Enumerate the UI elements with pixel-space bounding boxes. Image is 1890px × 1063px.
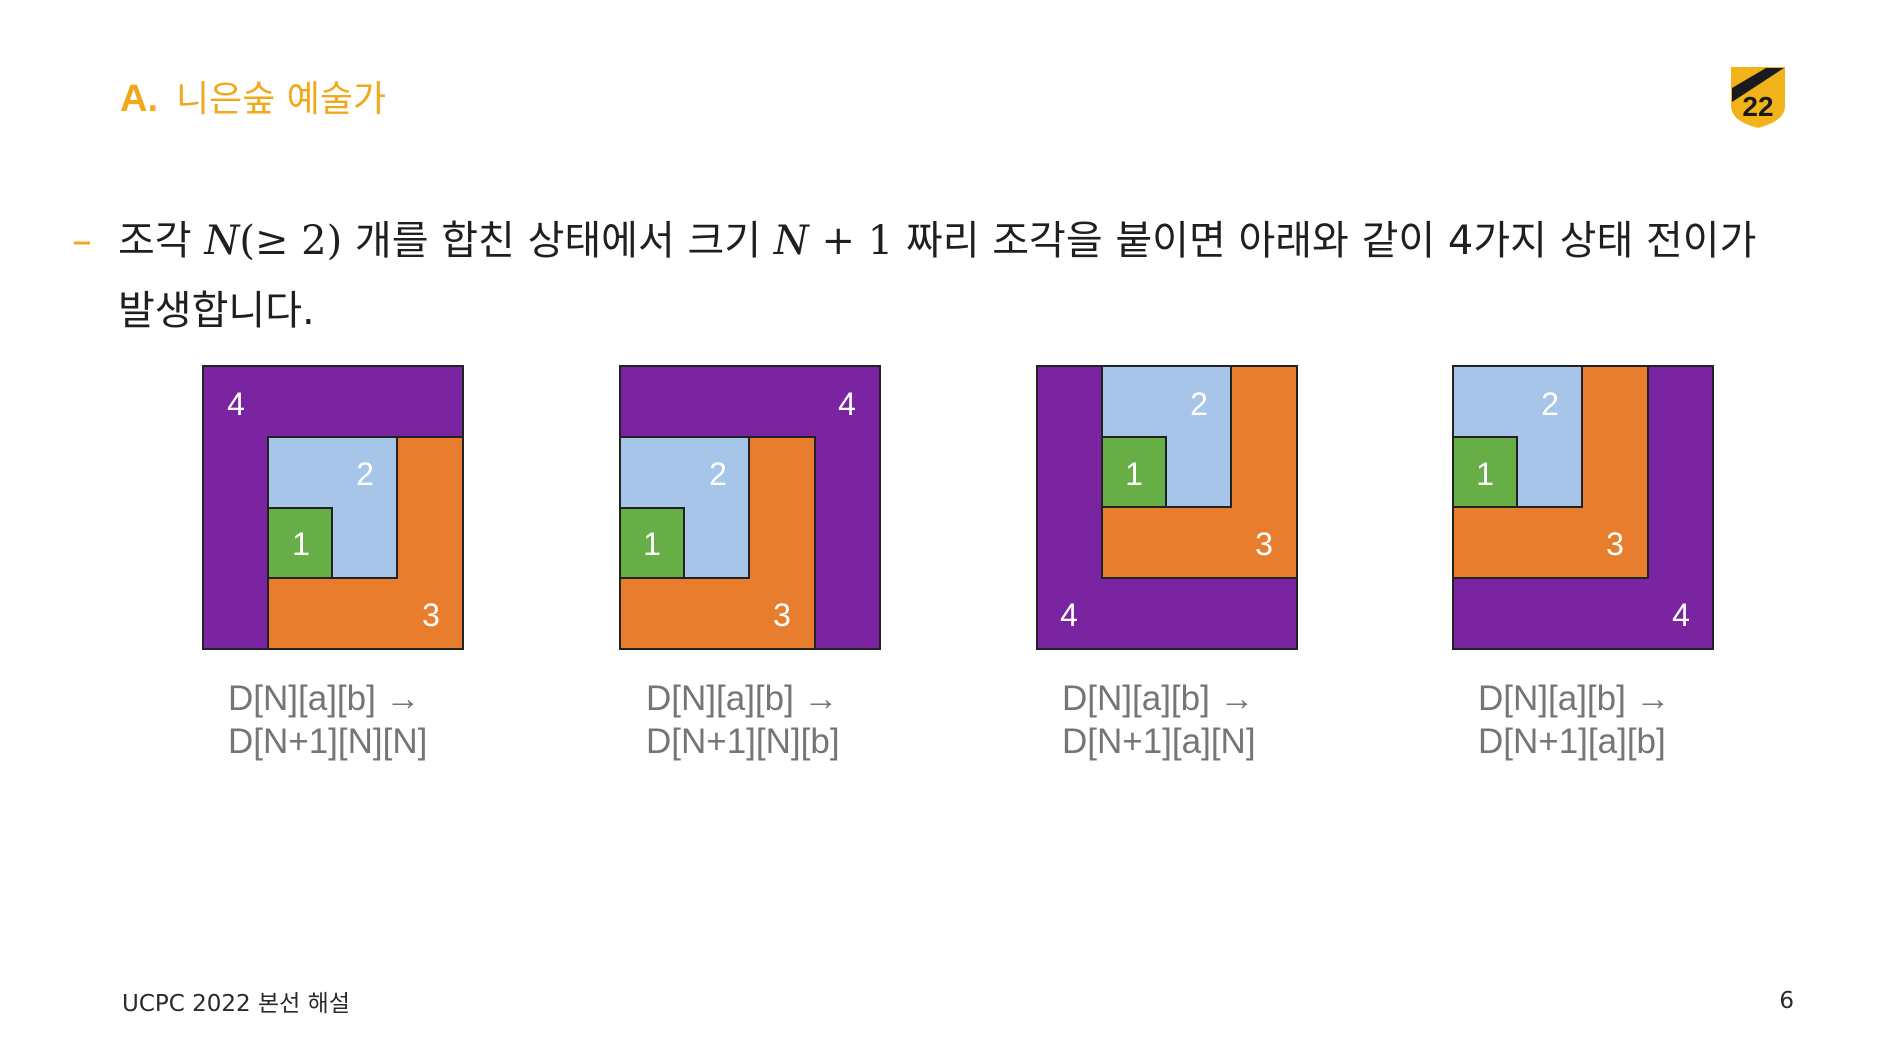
logo-text: 22 [1742,91,1773,122]
page-number: 6 [1779,988,1794,1014]
caption-line-to: D[N+1][N][N] [228,722,428,761]
piece-label-1: 1 [1125,456,1143,492]
caption-line-from: D[N][a][b] → [1062,679,1255,718]
bullet-text: 조각 N(≥ 2) 개를 합친 상태에서 크기 N + 1 짜리 조각을 붙이면… [118,206,1758,346]
transition-caption: D[N][a][b] → D[N+1][a][N] [1062,677,1256,763]
caption-line-to: D[N+1][a][N] [1062,722,1256,761]
slide-title: A. 니은숲 예술가 [120,70,386,122]
piece-label-4: 4 [838,386,856,422]
bullet-segment: 짜리 조각을 붙이면 아래와 같이 4가지 상태 전이가 발생합니다. [118,218,1757,334]
piece-label-4: 4 [227,386,245,422]
piece-label-2: 2 [356,456,374,492]
transition-caption: D[N][a][b] → D[N+1][a][b] [1478,677,1671,763]
piece-label-3: 3 [773,597,791,633]
piece-label-1: 1 [1476,456,1494,492]
piece-label-3: 3 [1606,526,1624,562]
piece-label-3: 3 [422,597,440,633]
problem-title: 니은숲 예술가 [176,79,387,120]
piece-1 [1101,436,1167,508]
piece-label-3: 3 [1255,526,1273,562]
ucpc-logo: 22 [1726,62,1790,132]
footer-title: UCPC 2022 본선 해설 [122,991,350,1017]
piece-1 [619,507,685,579]
piece-label-4: 4 [1060,597,1078,633]
math-var-n: N [204,218,240,264]
piece-label-4: 4 [1672,597,1690,633]
piece-label-2: 2 [1541,386,1559,422]
bullet-segment: 조각 [118,218,205,264]
piece-label-1: 1 [643,526,661,562]
caption-line-from: D[N][a][b] → [646,679,839,718]
caption-line-from: D[N][a][b] → [1478,679,1671,718]
caption-line-to: D[N+1][N][b] [646,722,840,761]
bullet-marker: – [72,218,92,264]
bullet-segment: 개를 합친 상태에서 크기 [342,218,774,264]
caption-line-to: D[N+1][a][b] [1478,722,1666,761]
math-var-n: N [773,218,809,264]
transition-caption: D[N][a][b] → D[N+1][N][N] [228,677,427,763]
math-plus-one: + 1 [808,218,894,264]
piece-1 [1452,436,1518,508]
piece-label-2: 2 [1190,386,1208,422]
section-letter: A. [120,78,158,120]
piece-label-1: 1 [292,526,310,562]
caption-line-from: D[N][a][b] → [228,679,421,718]
transition-caption: D[N][a][b] → D[N+1][N][b] [646,677,840,763]
piece-label-2: 2 [709,456,727,492]
piece-1 [267,507,333,579]
math-constraint: (≥ 2) [239,218,343,264]
